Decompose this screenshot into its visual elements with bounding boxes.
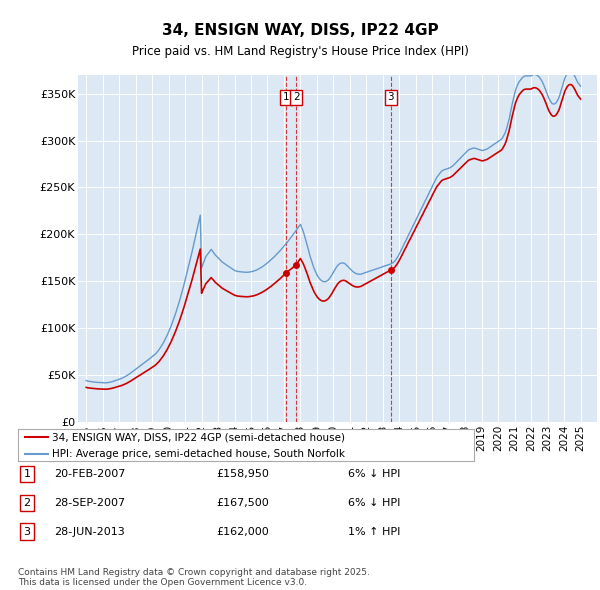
Text: 34, ENSIGN WAY, DISS, IP22 4GP: 34, ENSIGN WAY, DISS, IP22 4GP [161, 23, 439, 38]
Text: Contains HM Land Registry data © Crown copyright and database right 2025.
This d: Contains HM Land Registry data © Crown c… [18, 568, 370, 587]
Text: 3: 3 [388, 93, 394, 103]
Text: 1: 1 [283, 93, 289, 103]
Text: 28-JUN-2013: 28-JUN-2013 [54, 527, 125, 536]
Text: 20-FEB-2007: 20-FEB-2007 [54, 469, 125, 478]
Text: 34, ENSIGN WAY, DISS, IP22 4GP (semi-detached house): 34, ENSIGN WAY, DISS, IP22 4GP (semi-det… [52, 432, 345, 442]
Text: Price paid vs. HM Land Registry's House Price Index (HPI): Price paid vs. HM Land Registry's House … [131, 45, 469, 58]
Text: £167,500: £167,500 [216, 498, 269, 507]
Text: 6% ↓ HPI: 6% ↓ HPI [348, 498, 400, 507]
Text: 1% ↑ HPI: 1% ↑ HPI [348, 527, 400, 536]
Text: 1: 1 [23, 469, 31, 478]
Text: 3: 3 [23, 527, 31, 536]
Text: HPI: Average price, semi-detached house, South Norfolk: HPI: Average price, semi-detached house,… [52, 449, 345, 459]
Text: £162,000: £162,000 [216, 527, 269, 536]
Text: £158,950: £158,950 [216, 469, 269, 478]
Text: 2: 2 [23, 498, 31, 507]
Text: 28-SEP-2007: 28-SEP-2007 [54, 498, 125, 507]
Text: 6% ↓ HPI: 6% ↓ HPI [348, 469, 400, 478]
Text: 2: 2 [293, 93, 299, 103]
